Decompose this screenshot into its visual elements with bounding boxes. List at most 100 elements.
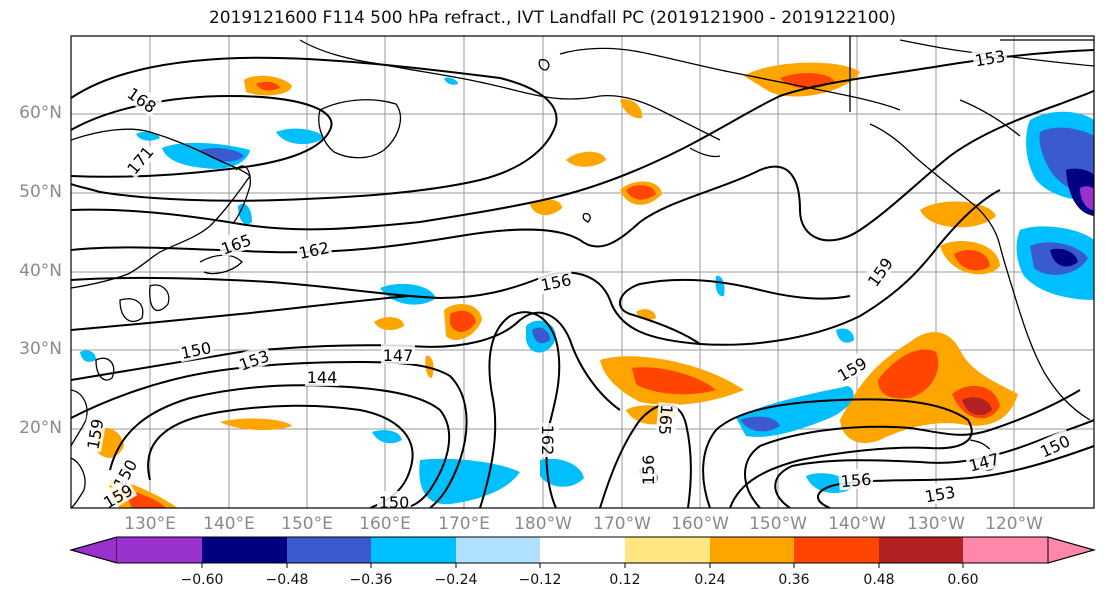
cool-patch bbox=[740, 416, 780, 432]
colorbar-cell bbox=[202, 537, 287, 563]
warm-patch bbox=[374, 317, 404, 331]
colorbar-tick-label: −0.24 bbox=[434, 572, 478, 588]
warm-patch bbox=[256, 81, 280, 91]
contour-label-bg bbox=[1034, 428, 1075, 462]
lat-label: 60°N bbox=[19, 103, 62, 123]
lon-label: 160°E bbox=[359, 514, 411, 534]
contour-label: 165 bbox=[655, 404, 677, 436]
map-frame bbox=[70, 35, 1095, 509]
contour-label-bg bbox=[216, 227, 256, 259]
map-title: 2019121600 F114 500 hPa refract., IVT La… bbox=[208, 8, 896, 28]
colorbar-cell bbox=[540, 537, 625, 563]
contour-label-bg bbox=[921, 480, 959, 506]
contour-label-bg bbox=[861, 251, 898, 292]
colorbar-cell bbox=[117, 537, 202, 563]
contour-label: 156 bbox=[639, 455, 658, 486]
warm-patch bbox=[450, 310, 476, 333]
gridlines bbox=[71, 36, 1094, 508]
cool-patch bbox=[372, 430, 402, 444]
contour-label: 144 bbox=[307, 368, 338, 387]
colorbar-cell bbox=[963, 537, 1048, 563]
contour-label-bg bbox=[838, 467, 874, 491]
colorbar-extend-max bbox=[1047, 536, 1096, 564]
lon-label: 160°W bbox=[671, 514, 729, 534]
lon-label: 120°W bbox=[985, 514, 1043, 534]
lon-label: 180°W bbox=[514, 514, 572, 534]
colorbar-extend-min bbox=[69, 536, 118, 564]
cool-patch bbox=[200, 148, 244, 162]
lon-label: 150°W bbox=[749, 514, 807, 534]
contour-label-bg bbox=[539, 423, 559, 457]
contour-label-bg bbox=[381, 344, 415, 364]
lat-label: 50°N bbox=[19, 182, 62, 202]
contour-label-bg bbox=[377, 491, 411, 508]
colorbar-tick-label: 0.24 bbox=[694, 572, 726, 588]
colorbar-tick-label: 0.60 bbox=[947, 572, 979, 588]
cool-patch bbox=[136, 131, 160, 141]
cool-patch bbox=[715, 275, 725, 297]
contour-label-bg bbox=[971, 44, 1009, 70]
contour-label-bg bbox=[97, 477, 138, 508]
contour-label-bg bbox=[305, 366, 339, 386]
contour-label-bg bbox=[295, 235, 333, 263]
lon-label: 170°E bbox=[438, 514, 490, 534]
cool-patch bbox=[380, 283, 436, 305]
contour-label: 156 bbox=[840, 470, 872, 492]
contour-label-bg bbox=[122, 81, 163, 118]
cool-patch bbox=[540, 458, 584, 487]
lon-label: 130°E bbox=[124, 514, 176, 534]
warm-patch bbox=[954, 250, 990, 271]
lon-label: 140°E bbox=[203, 514, 255, 534]
contour-label-bg bbox=[81, 415, 107, 453]
cool-patch bbox=[836, 328, 854, 343]
colorbar-cell bbox=[456, 537, 540, 563]
cool-patch bbox=[532, 327, 550, 344]
lon-label: 170°W bbox=[593, 514, 651, 534]
colorbar-outline bbox=[69, 536, 1096, 564]
contour-label-bg bbox=[106, 453, 142, 494]
colorbar-tick-label: −0.60 bbox=[180, 572, 224, 588]
cool-patch bbox=[1050, 248, 1078, 267]
colorbar-tick-label: 0.48 bbox=[863, 572, 895, 588]
warm-patch bbox=[632, 367, 716, 395]
contour-label-bg bbox=[637, 453, 657, 487]
contour-label: 162 bbox=[538, 425, 557, 456]
lon-label: 130°W bbox=[907, 514, 965, 534]
warm-patch bbox=[626, 185, 656, 200]
lat-label: 20°N bbox=[19, 418, 62, 438]
lat-label: 40°N bbox=[19, 261, 62, 281]
colorbar-tick-label: 0.36 bbox=[778, 572, 810, 588]
colorbar-cell bbox=[625, 537, 710, 563]
contour-label-bg bbox=[537, 267, 575, 295]
warm-patch bbox=[878, 349, 939, 399]
contour-label: 147 bbox=[383, 346, 414, 365]
colorbar-cell bbox=[710, 537, 794, 563]
warm-patch bbox=[620, 99, 643, 119]
contour-label-bg bbox=[177, 335, 215, 363]
warm-patch bbox=[220, 418, 292, 431]
colorbar-tick-label: −0.48 bbox=[265, 572, 309, 588]
height-contours bbox=[71, 49, 1094, 508]
warm-patch bbox=[566, 151, 606, 167]
warm-patch bbox=[530, 199, 562, 216]
colorbar-cell bbox=[794, 537, 879, 563]
contour-label-bg bbox=[234, 343, 274, 375]
shading-negative bbox=[80, 77, 1094, 505]
warm-patch bbox=[962, 397, 992, 416]
contour-label: 150 bbox=[379, 493, 410, 512]
cool-patch bbox=[80, 350, 96, 362]
lat-label: 30°N bbox=[19, 339, 62, 359]
colorbar-cell bbox=[371, 537, 456, 563]
cool-patch bbox=[444, 77, 458, 85]
colorbar-tick-label: −0.36 bbox=[349, 572, 393, 588]
colorbar-tick-label: −0.12 bbox=[518, 572, 562, 588]
cool-patch bbox=[1080, 186, 1094, 210]
lon-label: 140°W bbox=[828, 514, 886, 534]
colorbar-cell bbox=[879, 537, 963, 563]
contour-label-bg bbox=[964, 446, 1003, 476]
lon-label: 150°E bbox=[281, 514, 333, 534]
cool-patch bbox=[276, 128, 324, 145]
